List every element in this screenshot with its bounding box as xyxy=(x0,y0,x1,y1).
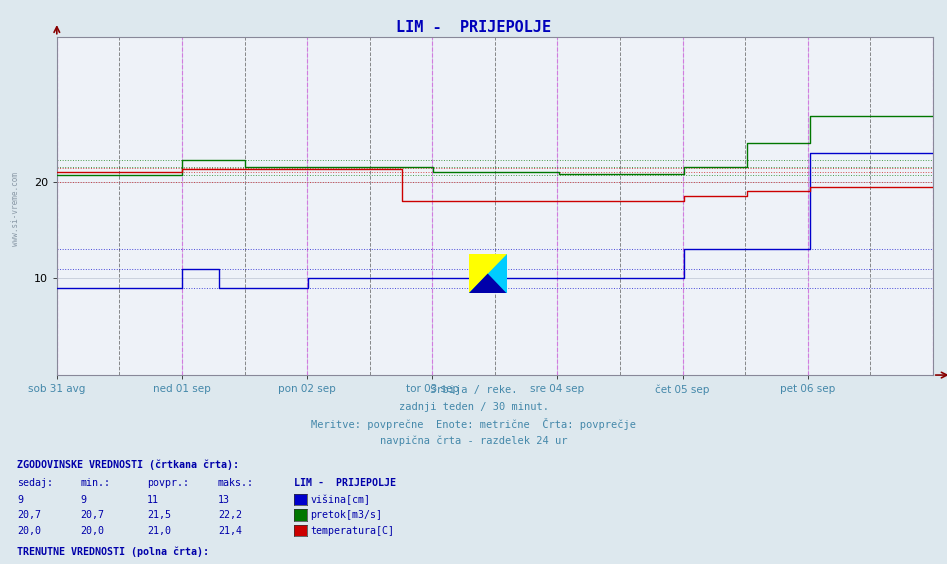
Text: 21,5: 21,5 xyxy=(147,510,170,521)
Text: ZGODOVINSKE VREDNOSTI (črtkana črta):: ZGODOVINSKE VREDNOSTI (črtkana črta): xyxy=(17,460,239,470)
Text: min.:: min.: xyxy=(80,478,111,488)
Text: 20,0: 20,0 xyxy=(17,526,41,536)
Polygon shape xyxy=(469,254,507,293)
Text: navpična črta - razdelek 24 ur: navpična črta - razdelek 24 ur xyxy=(380,435,567,446)
Text: pretok[m3/s]: pretok[m3/s] xyxy=(311,510,383,521)
Text: LIM -  PRIJEPOLJE: LIM - PRIJEPOLJE xyxy=(294,478,396,488)
Text: 9: 9 xyxy=(17,495,23,505)
Polygon shape xyxy=(469,274,507,293)
Text: 9: 9 xyxy=(80,495,86,505)
Text: zadnji teden / 30 minut.: zadnji teden / 30 minut. xyxy=(399,402,548,412)
Text: 13: 13 xyxy=(218,495,230,505)
Text: Meritve: povprečne  Enote: metrične  Črta: povprečje: Meritve: povprečne Enote: metrične Črta:… xyxy=(311,418,636,430)
Text: www.si-vreme.com: www.si-vreme.com xyxy=(11,171,21,246)
Text: 20,7: 20,7 xyxy=(17,510,41,521)
Text: Srbija / reke.: Srbija / reke. xyxy=(430,385,517,395)
Text: 20,0: 20,0 xyxy=(80,526,104,536)
Text: 20,7: 20,7 xyxy=(80,510,104,521)
Text: 21,4: 21,4 xyxy=(218,526,241,536)
Text: LIM -  PRIJEPOLJE: LIM - PRIJEPOLJE xyxy=(396,20,551,35)
Text: 22,2: 22,2 xyxy=(218,510,241,521)
Text: 11: 11 xyxy=(147,495,159,505)
Text: maks.:: maks.: xyxy=(218,478,254,488)
Text: 21,0: 21,0 xyxy=(147,526,170,536)
Text: sedaj:: sedaj: xyxy=(17,478,53,488)
Text: povpr.:: povpr.: xyxy=(147,478,188,488)
Text: TRENUTNE VREDNOSTI (polna črta):: TRENUTNE VREDNOSTI (polna črta): xyxy=(17,547,209,557)
Text: temperatura[C]: temperatura[C] xyxy=(311,526,395,536)
Text: višina[cm]: višina[cm] xyxy=(311,495,370,505)
